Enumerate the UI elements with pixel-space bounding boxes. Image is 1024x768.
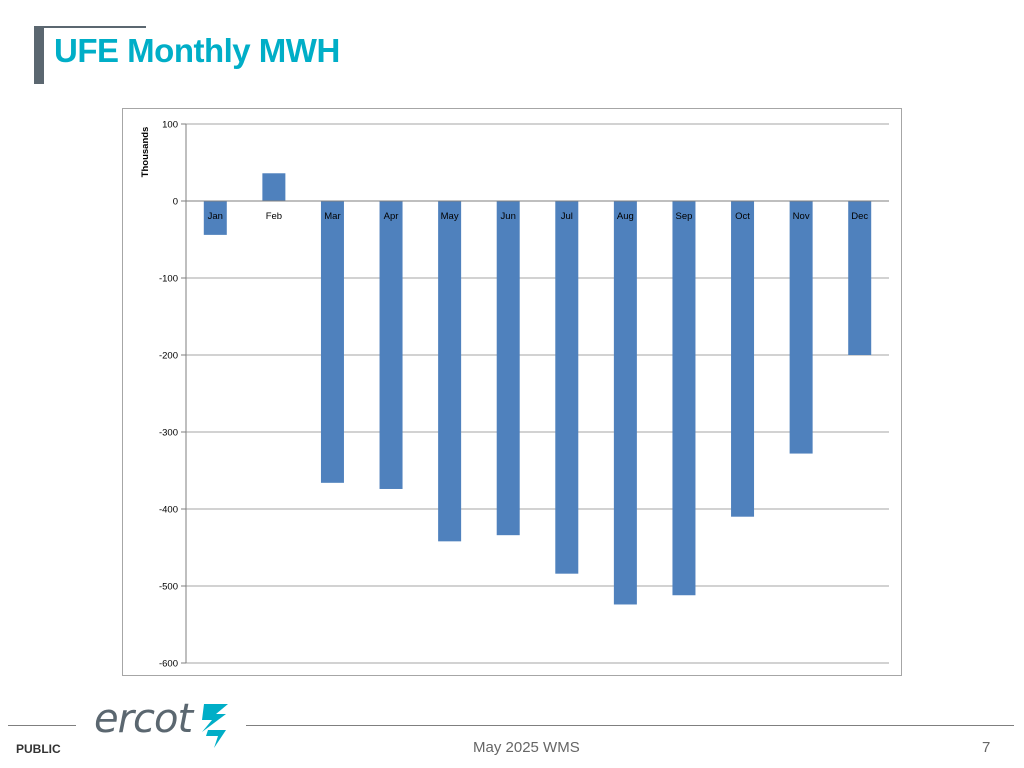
- y-tick-label: -100: [159, 274, 178, 285]
- bar-may: [438, 201, 462, 542]
- x-tick-label: Nov: [793, 211, 810, 222]
- x-tick-label: Apr: [384, 211, 399, 222]
- bar-chart: 100 0 -100 -200 -300 -400 -500 -600 Thousands Jan…: [140, 120, 889, 670]
- bar-dec: [848, 201, 872, 355]
- bar-jan: [203, 201, 227, 235]
- slide-title: UFE Monthly MWH: [54, 32, 340, 69]
- x-tick-label: Oct: [735, 211, 750, 222]
- bar-nov: [789, 201, 813, 454]
- bar-feb: [262, 173, 286, 201]
- x-tick-label: May: [441, 211, 459, 222]
- footer-meeting-label: May 2025 WMS: [473, 739, 580, 756]
- logo-wordmark: ercot: [94, 696, 193, 742]
- title-top-line: [44, 26, 146, 28]
- y-tick-label: -300: [159, 428, 178, 439]
- x-tick-label: Feb: [266, 211, 282, 222]
- page-number: 7: [982, 739, 991, 756]
- y-axis-label: Thousands: [140, 127, 151, 178]
- bar-aug: [613, 201, 637, 605]
- x-tick-label: Sep: [676, 211, 693, 222]
- bar-oct: [731, 201, 755, 517]
- lightning-icon: [202, 704, 228, 748]
- title-accent-bar: [34, 26, 44, 84]
- bar-apr: [379, 201, 403, 489]
- footer-divider-left: [8, 725, 76, 726]
- bar-jul: [555, 201, 579, 574]
- ercot-logo: ercot: [94, 696, 234, 752]
- y-tick-label: 100: [162, 120, 178, 131]
- y-tick-label: -500: [159, 582, 178, 593]
- x-tick-label: Jan: [208, 211, 223, 222]
- x-tick-label: Jul: [561, 211, 573, 222]
- y-tick-label: -200: [159, 351, 178, 362]
- x-tick-label: Aug: [617, 211, 634, 222]
- y-tick-label: -600: [159, 659, 178, 670]
- footer-divider-right: [246, 725, 1014, 726]
- x-tick-label: Mar: [324, 211, 340, 222]
- bar-jun: [496, 201, 520, 536]
- y-tick-label: -400: [159, 505, 178, 516]
- y-tick-label: 0: [173, 197, 178, 208]
- bar-mar: [320, 201, 344, 483]
- x-tick-label: Jun: [501, 211, 516, 222]
- x-tick-label: Dec: [851, 211, 868, 222]
- bar-sep: [672, 201, 696, 596]
- chart-frame: 100 0 -100 -200 -300 -400 -500 -600 Thousands Jan…: [122, 108, 902, 676]
- public-label: PUBLIC: [16, 742, 61, 756]
